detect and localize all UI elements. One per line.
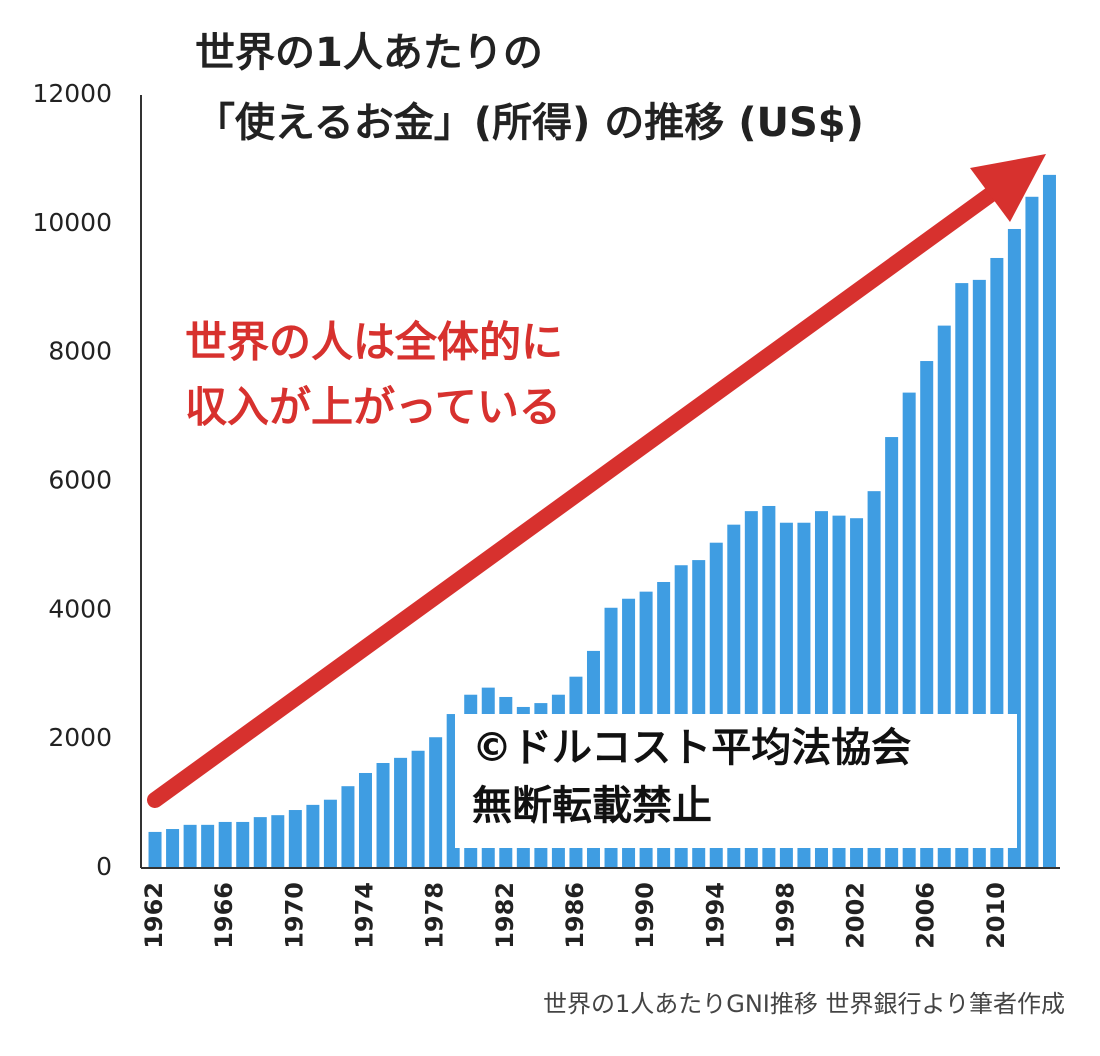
x-tick-label: 2010 [982,882,1010,949]
bar [236,821,250,868]
y-tick-label: 4000 [48,594,112,623]
bar [358,772,372,868]
chart-title: 世界の1人あたりの [195,30,543,76]
bar [148,831,162,868]
bar [394,757,408,868]
bar [288,810,302,868]
x-tick-label: 2002 [842,882,870,949]
x-tick-label: 1998 [771,882,799,949]
watermark-box [455,714,1017,848]
bar [253,817,267,868]
x-tick-label: 1986 [561,882,589,949]
x-tick-label: 1982 [491,882,519,949]
bar [1042,174,1056,869]
x-tick-label: 1974 [350,882,378,949]
x-tick-label: 1970 [280,882,308,949]
bar [341,786,355,868]
x-tick-label: 1962 [140,882,168,949]
x-tick-label: 1994 [701,882,729,949]
bar [429,737,443,868]
watermark-text: ©ドルコスト平均法協会 [472,725,911,771]
x-tick-label: 2006 [912,882,940,949]
y-tick-label: 8000 [48,337,112,366]
bar [166,829,180,868]
x-tick-label: 1966 [210,882,238,949]
trend-arrow-shaft [147,176,1013,808]
x-tick-label: 1978 [421,882,449,949]
watermark-text: 無断転載禁止 [472,783,712,829]
bar [411,750,425,868]
y-tick-label: 0 [96,852,112,881]
y-tick-label: 12000 [32,79,112,108]
bar [1007,228,1021,868]
annotation: 世界の人は全体的に [185,318,563,367]
bar [201,824,215,868]
bar [323,799,337,868]
source: 世界の1人あたりGNI推移 世界銀行より筆者作成 [543,990,1065,1018]
bar [1025,196,1039,869]
y-tick-label: 10000 [32,208,112,237]
y-tick-label: 6000 [48,466,112,495]
bar [376,763,390,868]
bar [306,804,320,868]
chart-title: 「使えるお金」(所得) の推移 (US$) [195,100,864,146]
bar [183,824,197,868]
bar [218,821,232,868]
x-tick-label: 1990 [631,882,659,949]
y-tick-label: 2000 [48,723,112,752]
trend-arrow-head [970,154,1046,222]
bar [271,815,285,868]
annotation: 収入が上がっている [185,383,561,432]
